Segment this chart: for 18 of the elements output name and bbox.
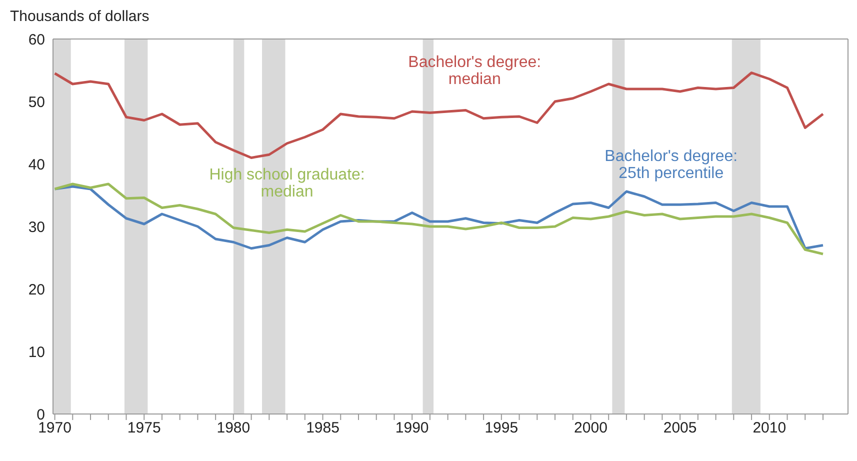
y-axis-title: Thousands of dollars [9, 8, 150, 27]
x-tick-label: 2005 [663, 420, 697, 437]
x-tick-label: 1985 [306, 420, 340, 437]
x-tick-label: 2000 [574, 420, 608, 437]
y-tick-label: 20 [28, 281, 45, 298]
y-tick-label: 40 [28, 156, 45, 174]
series-label: Bachelor's degree: 25th percentile [604, 148, 738, 182]
x-tick-label: 1990 [395, 420, 429, 437]
x-tick-label: 1975 [127, 420, 161, 437]
x-tick-label: 1980 [216, 420, 250, 437]
y-tick-label: 60 [28, 31, 45, 48]
y-tick-label: 50 [28, 94, 45, 111]
y-tick-label: 10 [28, 344, 45, 361]
series-label: High school graduate: median [209, 166, 365, 201]
series-label: Bachelor's degree: median [408, 54, 542, 88]
x-tick-label: 2010 [752, 420, 786, 437]
x-tick-label: 1995 [484, 420, 518, 437]
y-tick-label: 30 [28, 218, 45, 236]
